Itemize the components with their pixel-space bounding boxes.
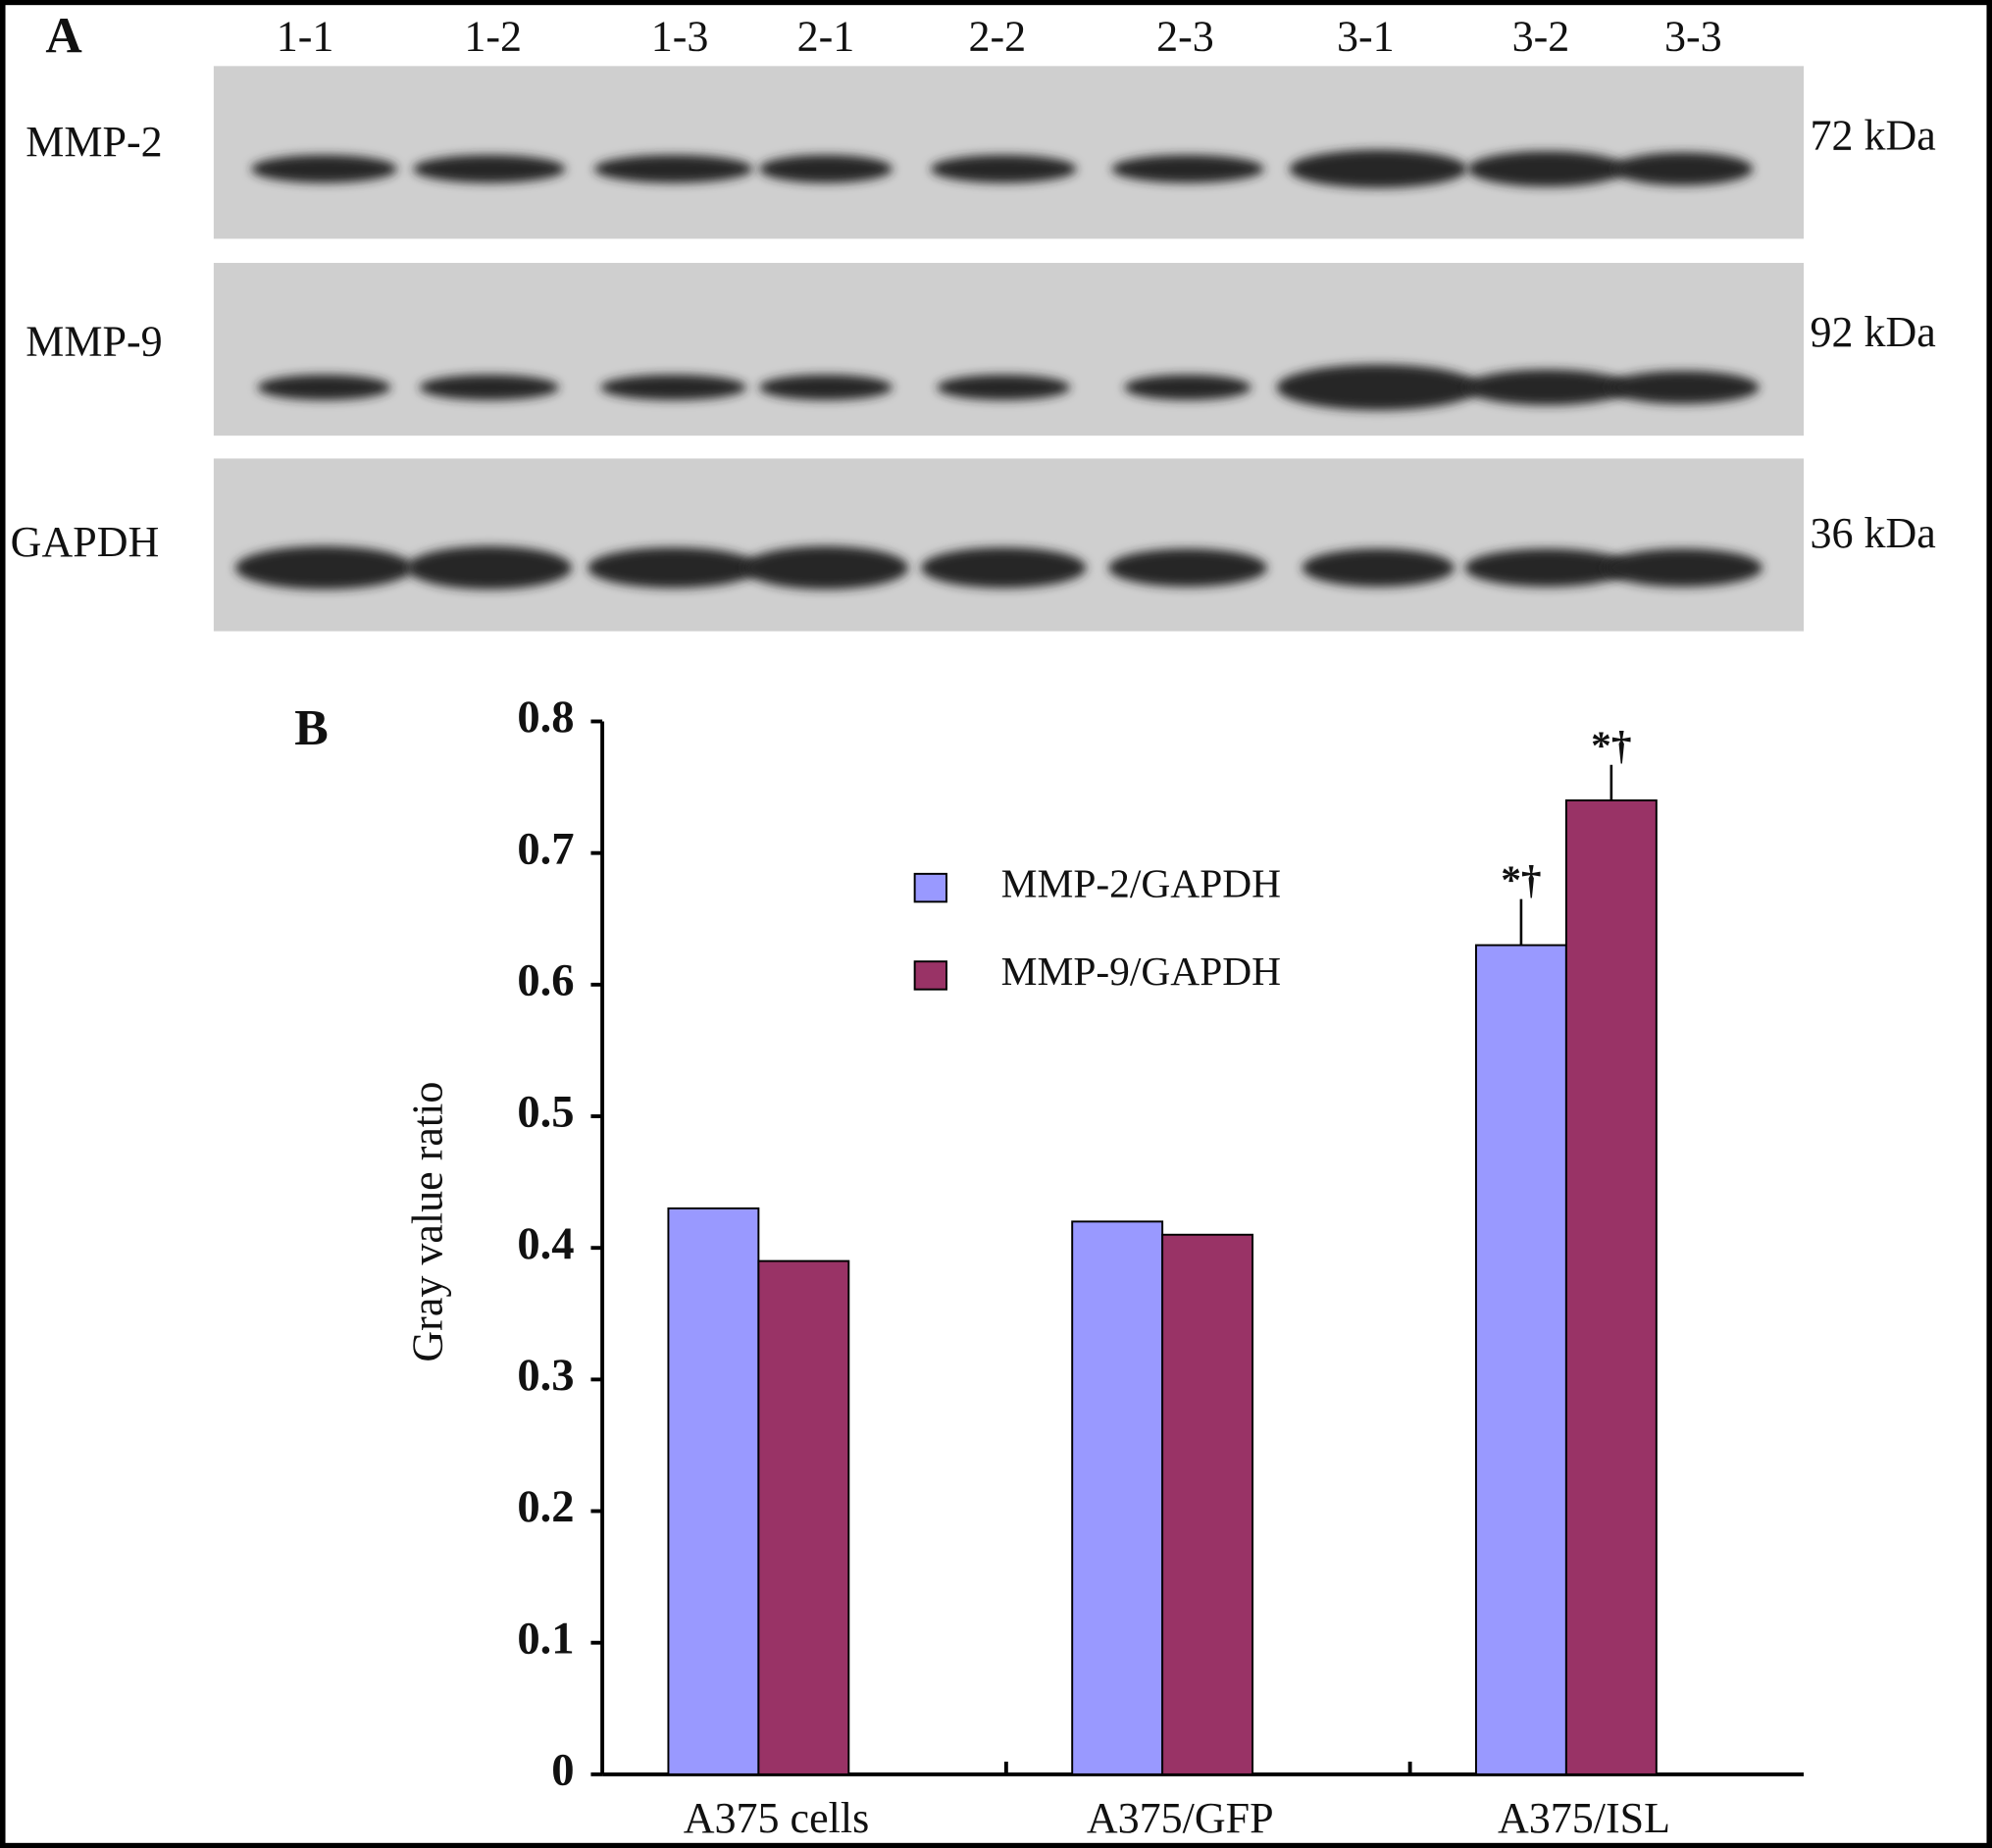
bar [1474, 944, 1567, 1775]
row-label: MMP-2 [26, 118, 162, 166]
blot-strip [213, 263, 1805, 436]
band [1111, 154, 1264, 183]
x-tick-label: A375 cells [684, 1794, 869, 1842]
band [1124, 374, 1251, 400]
band [1612, 152, 1754, 186]
bar-chart: B Gray value ratio 0 0.1 0.2 0.3 0.4 0.5 0.6 0.… [294, 692, 1805, 1842]
bar [757, 1259, 850, 1775]
band [1467, 151, 1627, 187]
band [257, 374, 391, 400]
panel-label: A [45, 8, 82, 64]
y-tick-label: 0.7 [517, 823, 574, 874]
size-label: 92 kDa [1810, 308, 1935, 356]
panel-label: B [294, 700, 329, 756]
band [413, 154, 566, 183]
y-axis-label: Gray value ratio [404, 1082, 452, 1362]
band [1289, 149, 1467, 188]
y-tick-label: 0.2 [517, 1481, 574, 1532]
x-tick-label: A375/GFP [1087, 1794, 1274, 1842]
lane-label: 2-3 [1156, 13, 1214, 61]
band [234, 545, 414, 590]
band [759, 154, 893, 183]
blot-strip [213, 458, 1805, 632]
lane-label: 1-2 [464, 13, 522, 61]
band [600, 374, 747, 400]
bar [667, 1206, 760, 1775]
band [1276, 364, 1480, 411]
size-label: 36 kDa [1810, 509, 1935, 557]
band [593, 154, 753, 183]
band [1302, 548, 1455, 588]
lane-label: 3-2 [1512, 13, 1570, 61]
legend-swatch [913, 872, 947, 903]
significance-mark: *† [1591, 723, 1631, 768]
band [930, 154, 1077, 183]
lane-label: 3-1 [1337, 13, 1395, 61]
size-label: 72 kDa [1810, 112, 1935, 160]
x-tick-label: A375/ISL [1498, 1794, 1670, 1842]
legend-swatch [913, 960, 947, 991]
lane-label: 2-2 [968, 13, 1026, 61]
y-tick-label: 0.1 [517, 1613, 574, 1664]
y-tick-label: 0.3 [517, 1350, 574, 1401]
legend-label: MMP-9/GAPDH [1001, 949, 1281, 994]
y-tick-label: 0.8 [517, 692, 574, 743]
lane-label: 1-1 [277, 13, 334, 61]
lane-label: 2-1 [797, 13, 855, 61]
band [921, 547, 1087, 589]
band [1464, 548, 1630, 588]
row-label: MMP-9 [26, 317, 162, 365]
band [1464, 369, 1630, 406]
band [419, 374, 560, 400]
band [406, 545, 573, 590]
band [1604, 548, 1762, 588]
band [251, 154, 397, 183]
bar [1564, 799, 1658, 1775]
band [1108, 548, 1267, 588]
band [759, 374, 893, 400]
y-tick-label: 0 [551, 1745, 574, 1796]
significance-mark: *† [1501, 857, 1541, 902]
lane-label: 3-3 [1664, 13, 1722, 61]
bar [1071, 1220, 1164, 1775]
band [937, 374, 1071, 400]
lane-label: 1-3 [651, 13, 709, 61]
band [1607, 371, 1760, 404]
western-blot: 1-1 1-2 1-3 2-1 2-2 2-3 3-1 3-2 3-3 MMP-2 72 kDa MM… [11, 13, 1936, 632]
legend-label: MMP-2/GAPDH [1001, 861, 1281, 906]
y-tick-label: 0.4 [517, 1218, 574, 1269]
y-tick-label: 0.6 [517, 955, 574, 1006]
y-tick-label: 0.5 [517, 1087, 574, 1138]
bar [1161, 1233, 1254, 1775]
band [742, 545, 909, 590]
row-label: GAPDH [11, 518, 160, 566]
band [587, 547, 760, 589]
